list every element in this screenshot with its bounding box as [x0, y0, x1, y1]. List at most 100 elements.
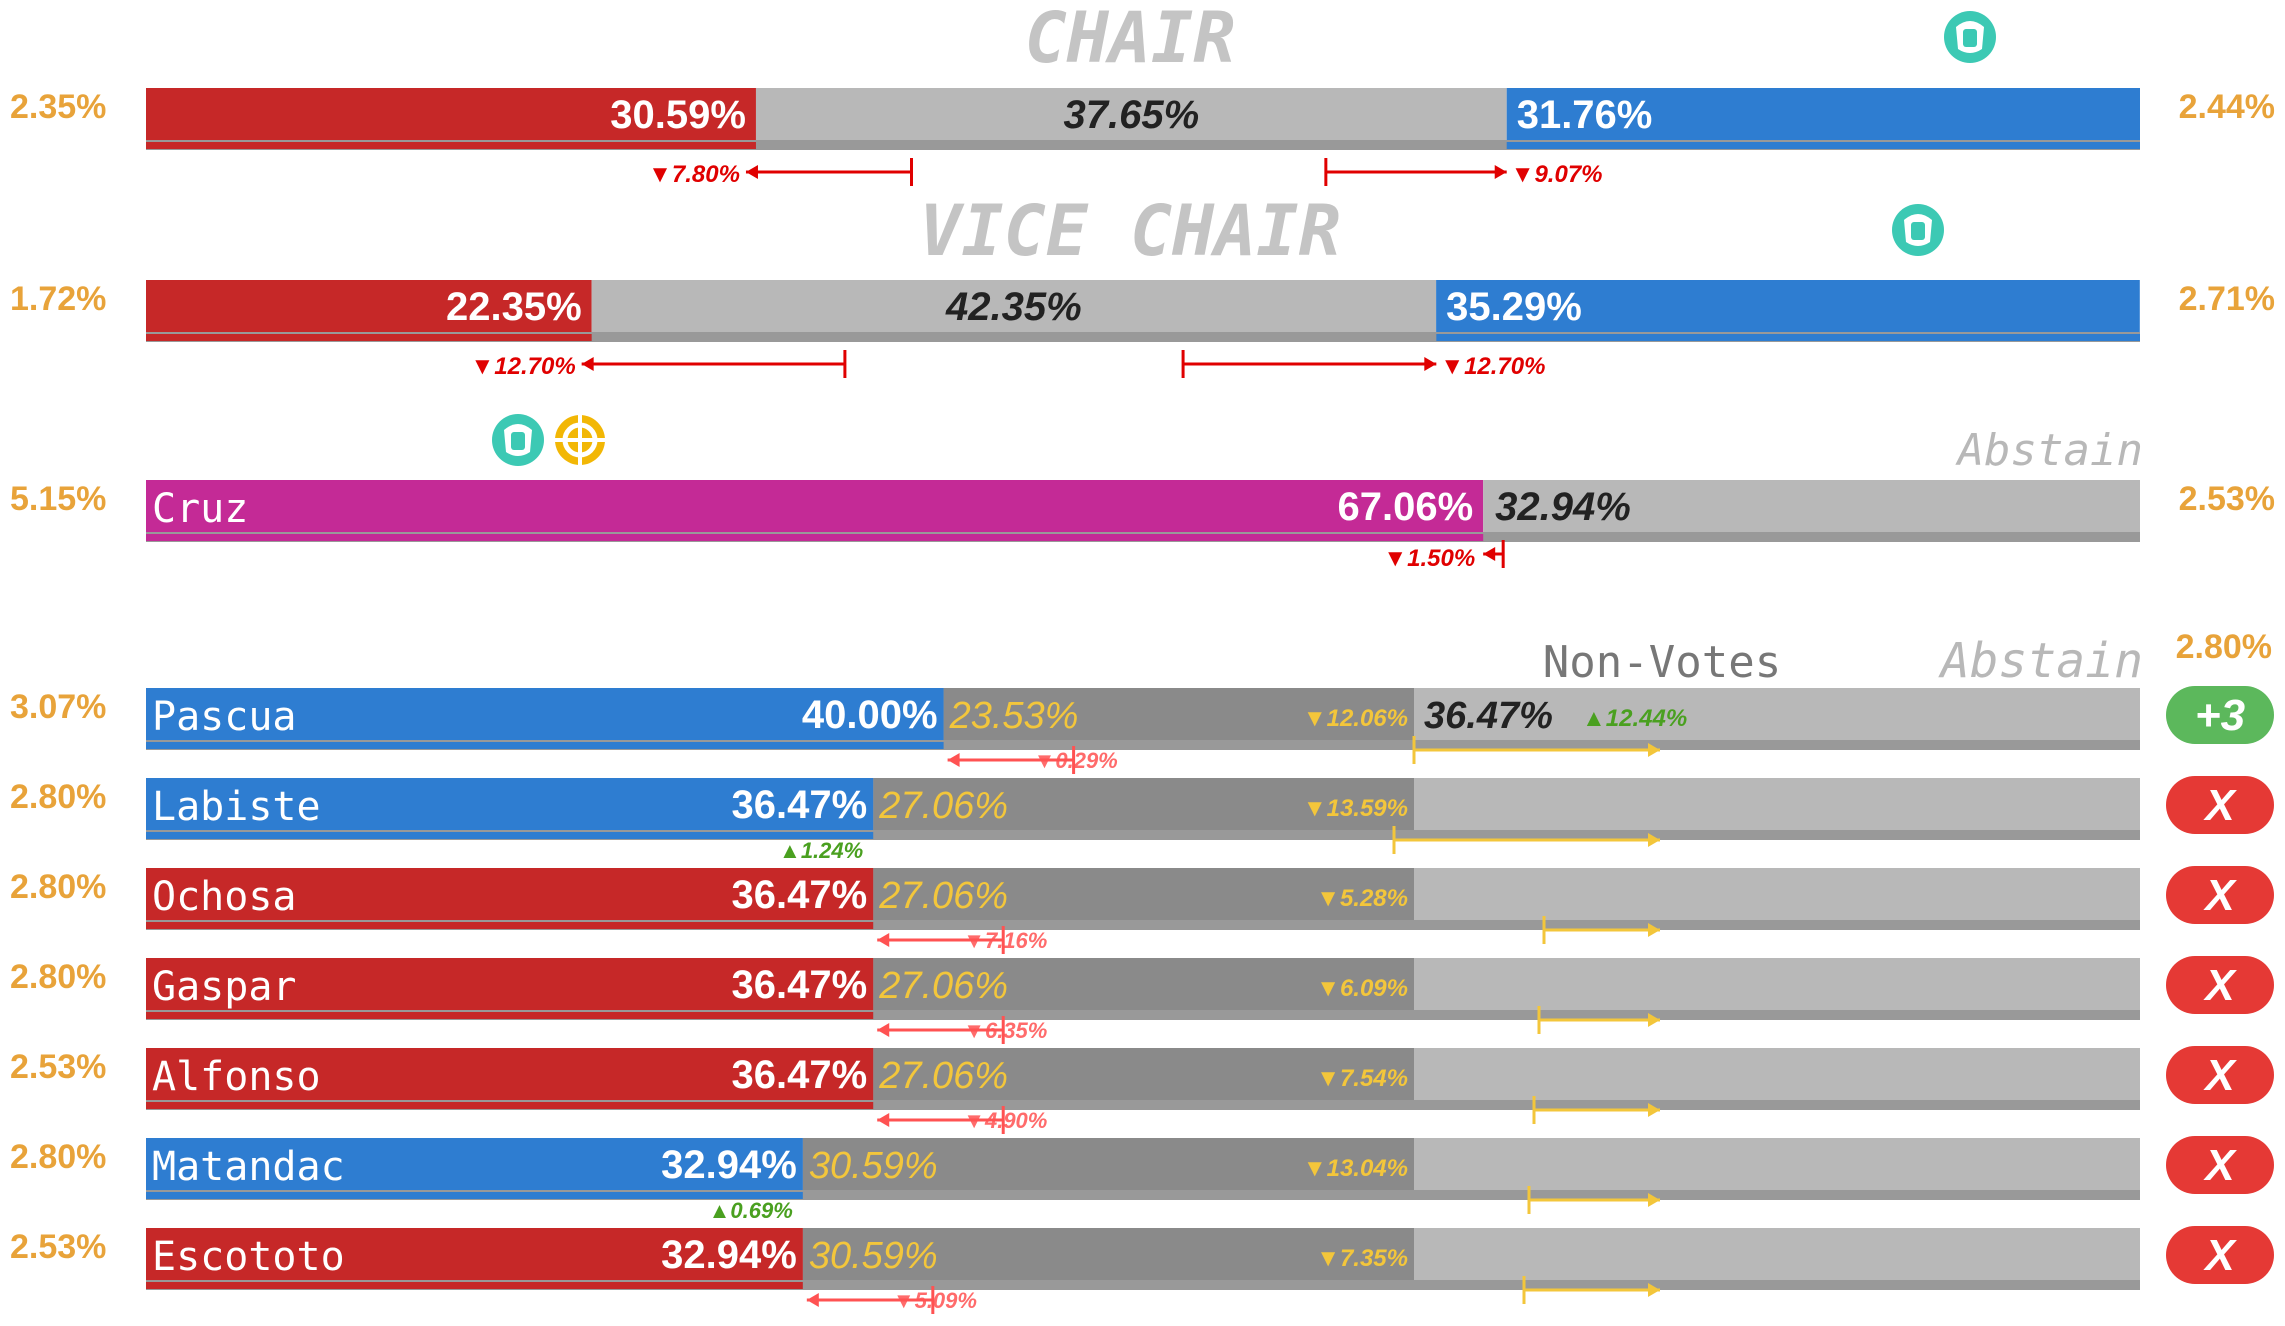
change-label: ▼1.50% [1383, 545, 1475, 572]
row-badge [2166, 1046, 2274, 1104]
bar-segment-blue [1506, 88, 2140, 140]
row-baseline [146, 740, 2140, 750]
nonvotes-header: Non-Votes [1543, 637, 1781, 688]
abstain-pct-label: 37.65% [1063, 93, 1199, 137]
row-badge-pill [2166, 1046, 2274, 1104]
row-badge-label: +3 [2195, 691, 2245, 740]
row-badge-label: X [2202, 1141, 2237, 1190]
change-arrow-head [1648, 1283, 1660, 1297]
change-arrow-head [1648, 1013, 1660, 1027]
mask-icon-mouth [511, 432, 525, 450]
row-abstain-arrow [1522, 1276, 1660, 1304]
row-name: Gaspar [152, 964, 297, 1010]
row-nonvote-segment [873, 778, 1414, 830]
change-arrow-left [581, 350, 847, 378]
row-yes-segment [146, 1138, 803, 1190]
row-badge-pill [2166, 776, 2274, 834]
change-arrow-head [1648, 743, 1660, 757]
bar-baseline-blue [1436, 334, 2140, 341]
abstain-pct-label: 42.35% [945, 285, 1082, 329]
row-yes-change-arrow [877, 926, 1005, 954]
row-name: Ochosa [152, 874, 297, 920]
row-badge-pill [2166, 686, 2274, 744]
row-badge [2166, 956, 2274, 1014]
change-label-right: ▼12.70% [1440, 353, 1545, 380]
right-side-pct: 2.44% [2179, 88, 2275, 126]
row-nonvote-segment [802, 1138, 1414, 1190]
abstain-header: Abstain [1955, 425, 2143, 476]
bar-segment-red [146, 280, 592, 332]
row-baseline [146, 1190, 2140, 1200]
row-no-pct: 27.06% [878, 785, 1008, 827]
change-label-left: ▼12.70% [471, 353, 576, 380]
row-yes-pct: 36.47% [732, 873, 868, 917]
red-pct-label: 30.59% [610, 93, 746, 137]
row-yes-change: ▲0.69% [709, 1198, 793, 1223]
row-abstain-arrow [1537, 1006, 1660, 1034]
row-yes-change: ▲1.24% [779, 838, 863, 863]
row-yes-segment [146, 1228, 803, 1280]
row-abstain-arrow [1412, 736, 1660, 764]
change-arrow-head [1648, 1193, 1660, 1207]
change-arrow [1483, 540, 1505, 568]
row-abstain-arrow [1392, 826, 1660, 854]
row-badge-label: X [2202, 781, 2237, 830]
row-nonvote-delta: ▼13.04% [1303, 1155, 1408, 1182]
bar-segment-blue [1436, 280, 2140, 332]
row-yes-pct: 36.47% [732, 1053, 868, 1097]
row-yes-segment [146, 688, 944, 740]
yes-pct-label: 67.06% [1338, 485, 1474, 529]
row-no-pct: 30.59% [809, 1145, 938, 1187]
lifebuoy-icon-cross [555, 415, 605, 465]
row-yes-segment [146, 868, 874, 920]
row-yes-segment [146, 1048, 874, 1100]
row-badge [2166, 866, 2274, 924]
change-arrow-head [1648, 833, 1660, 847]
change-arrow-head [1648, 923, 1660, 937]
row-side-pct: 2.53% [10, 1048, 106, 1086]
row-nonvote-segment [802, 1228, 1414, 1280]
right-side-pct: 2.53% [2179, 480, 2275, 518]
change-arrow-head [581, 357, 594, 371]
pascua-abstain-pct: 36.47% [1424, 695, 1553, 737]
change-arrow-right [1324, 158, 1507, 186]
row-no-pct: 27.06% [878, 965, 1008, 1007]
row-name: Escototo [152, 1234, 345, 1280]
row-baseline [146, 1100, 2140, 1110]
row-nonvote-delta: ▼7.54% [1316, 1065, 1408, 1092]
row-badge-pill [2166, 1226, 2274, 1284]
row-badge [2166, 776, 2274, 834]
left-side-pct: 2.35% [10, 88, 106, 126]
row-side-pct: 2.80% [10, 1138, 106, 1176]
mask-icon-mouth [1911, 222, 1925, 240]
row-side-pct: 2.53% [10, 1228, 106, 1266]
mask-icon-mouth [1963, 29, 1977, 47]
change-arrow-right [1181, 350, 1437, 378]
row-badge [2166, 1226, 2274, 1284]
change-arrow-head [806, 1293, 819, 1307]
red-pct-label: 22.35% [446, 285, 582, 329]
left-side-pct: 5.15% [10, 480, 106, 518]
row-badge [2166, 686, 2274, 744]
row-name: Pascua [152, 694, 297, 740]
row-baseline-party [146, 742, 944, 749]
mask-icon [492, 414, 544, 466]
row-no-pct: 27.06% [878, 875, 1008, 917]
row-baseline [146, 1010, 2140, 1020]
row-badge-pill [2166, 866, 2274, 924]
row-side-pct: 2.80% [10, 868, 106, 906]
header-right-pct: 2.80% [2176, 628, 2272, 666]
row-side-pct: 2.80% [10, 958, 106, 996]
bar-baseline [146, 332, 2140, 342]
bar-baseline-red [146, 142, 756, 149]
committee-row-matandac [146, 1138, 2140, 1200]
row-name: Labiste [152, 784, 321, 830]
row-badge-pill [2166, 1136, 2274, 1194]
committee-row-ochosa [146, 868, 2140, 930]
abstain-pct-label: 32.94% [1495, 485, 1631, 529]
bar-segment-magenta [146, 480, 1484, 532]
row-nonvote-delta: ▼5.28% [1316, 885, 1408, 912]
row-no-pct: 23.53% [949, 695, 1079, 737]
row-name: Alfonso [152, 1054, 321, 1100]
